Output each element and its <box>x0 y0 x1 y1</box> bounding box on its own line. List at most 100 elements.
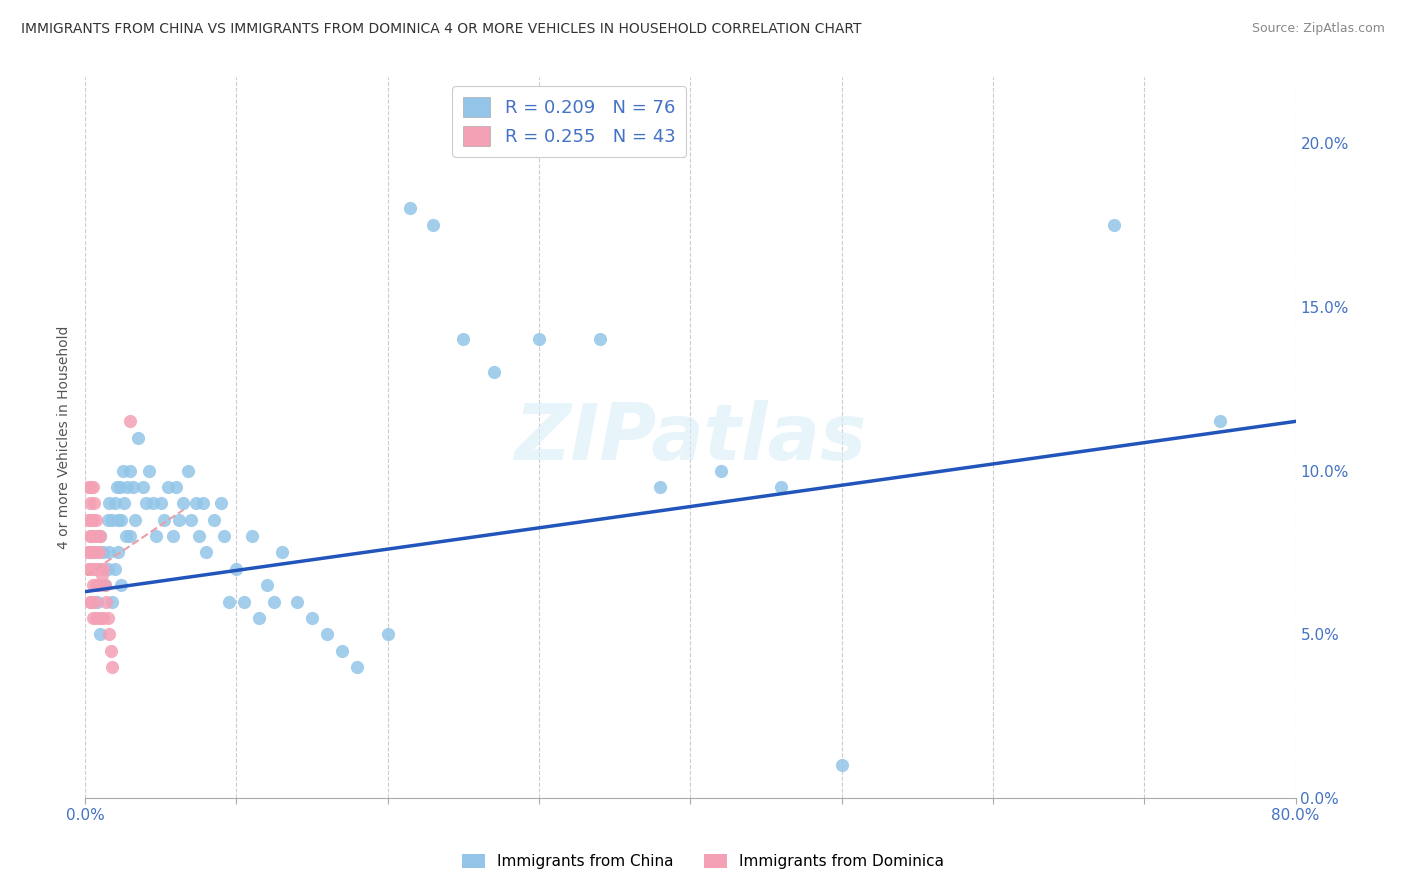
Point <box>101 513 124 527</box>
Point <box>84 611 107 625</box>
Point <box>120 463 142 477</box>
Point <box>247 611 270 625</box>
Point <box>93 578 115 592</box>
Point <box>96 594 118 608</box>
Point <box>346 660 368 674</box>
Text: ZIPatlas: ZIPatlas <box>515 400 866 475</box>
Point <box>89 627 111 641</box>
Point <box>110 578 132 592</box>
Point <box>79 496 101 510</box>
Point <box>120 529 142 543</box>
Point <box>101 660 124 674</box>
Point <box>89 562 111 576</box>
Point <box>93 578 115 592</box>
Point <box>330 643 353 657</box>
Point <box>588 333 610 347</box>
Point <box>399 202 422 216</box>
Point <box>89 529 111 543</box>
Point <box>1102 218 1125 232</box>
Point <box>162 529 184 543</box>
Point <box>86 562 108 576</box>
Point <box>115 529 138 543</box>
Point <box>142 496 165 510</box>
Point <box>87 578 110 592</box>
Point <box>122 480 145 494</box>
Point <box>225 562 247 576</box>
Point <box>80 513 103 527</box>
Point <box>82 545 104 559</box>
Point <box>218 594 240 608</box>
Point <box>316 627 339 641</box>
Point <box>104 496 127 510</box>
Point <box>240 529 263 543</box>
Point <box>77 480 100 494</box>
Point <box>84 545 107 559</box>
Point <box>83 496 105 510</box>
Point <box>527 333 550 347</box>
Point <box>86 594 108 608</box>
Point <box>90 568 112 582</box>
Point <box>86 529 108 543</box>
Point <box>180 513 202 527</box>
Point <box>82 545 104 559</box>
Point <box>177 463 200 477</box>
Point <box>135 496 157 510</box>
Point <box>82 578 104 592</box>
Point <box>710 463 733 477</box>
Point <box>82 480 104 494</box>
Point <box>83 562 105 576</box>
Point <box>422 218 444 232</box>
Point <box>482 365 505 379</box>
Point <box>76 545 98 559</box>
Point <box>97 562 120 576</box>
Point <box>377 627 399 641</box>
Point <box>149 496 172 510</box>
Point <box>82 611 104 625</box>
Point <box>83 529 105 543</box>
Point <box>138 463 160 477</box>
Point <box>98 627 121 641</box>
Point <box>107 545 129 559</box>
Point <box>98 496 121 510</box>
Point <box>152 513 174 527</box>
Point <box>202 513 225 527</box>
Point <box>79 594 101 608</box>
Point <box>453 333 475 347</box>
Point <box>83 594 105 608</box>
Point <box>80 594 103 608</box>
Point <box>104 562 127 576</box>
Point <box>107 513 129 527</box>
Point <box>105 480 128 494</box>
Point <box>191 496 214 510</box>
Point <box>97 611 120 625</box>
Y-axis label: 4 or more Vehicles in Household: 4 or more Vehicles in Household <box>58 326 72 549</box>
Point <box>97 513 120 527</box>
Point <box>89 529 111 543</box>
Point <box>195 545 218 559</box>
Point <box>110 513 132 527</box>
Point <box>111 463 134 477</box>
Point <box>98 545 121 559</box>
Point <box>157 480 180 494</box>
Point <box>101 594 124 608</box>
Point <box>172 496 194 510</box>
Point <box>285 594 308 608</box>
Point <box>187 529 209 543</box>
Point <box>87 545 110 559</box>
Point <box>77 562 100 576</box>
Text: IMMIGRANTS FROM CHINA VS IMMIGRANTS FROM DOMINICA 4 OR MORE VEHICLES IN HOUSEHOL: IMMIGRANTS FROM CHINA VS IMMIGRANTS FROM… <box>21 22 862 37</box>
Point <box>120 414 142 428</box>
Point <box>91 611 114 625</box>
Point <box>112 496 135 510</box>
Point <box>117 480 139 494</box>
Point <box>84 513 107 527</box>
Point <box>145 529 167 543</box>
Point <box>77 513 100 527</box>
Point <box>100 643 122 657</box>
Point <box>263 594 285 608</box>
Point <box>91 562 114 576</box>
Point <box>214 529 236 543</box>
Point <box>108 480 131 494</box>
Point <box>270 545 292 559</box>
Point <box>165 480 187 494</box>
